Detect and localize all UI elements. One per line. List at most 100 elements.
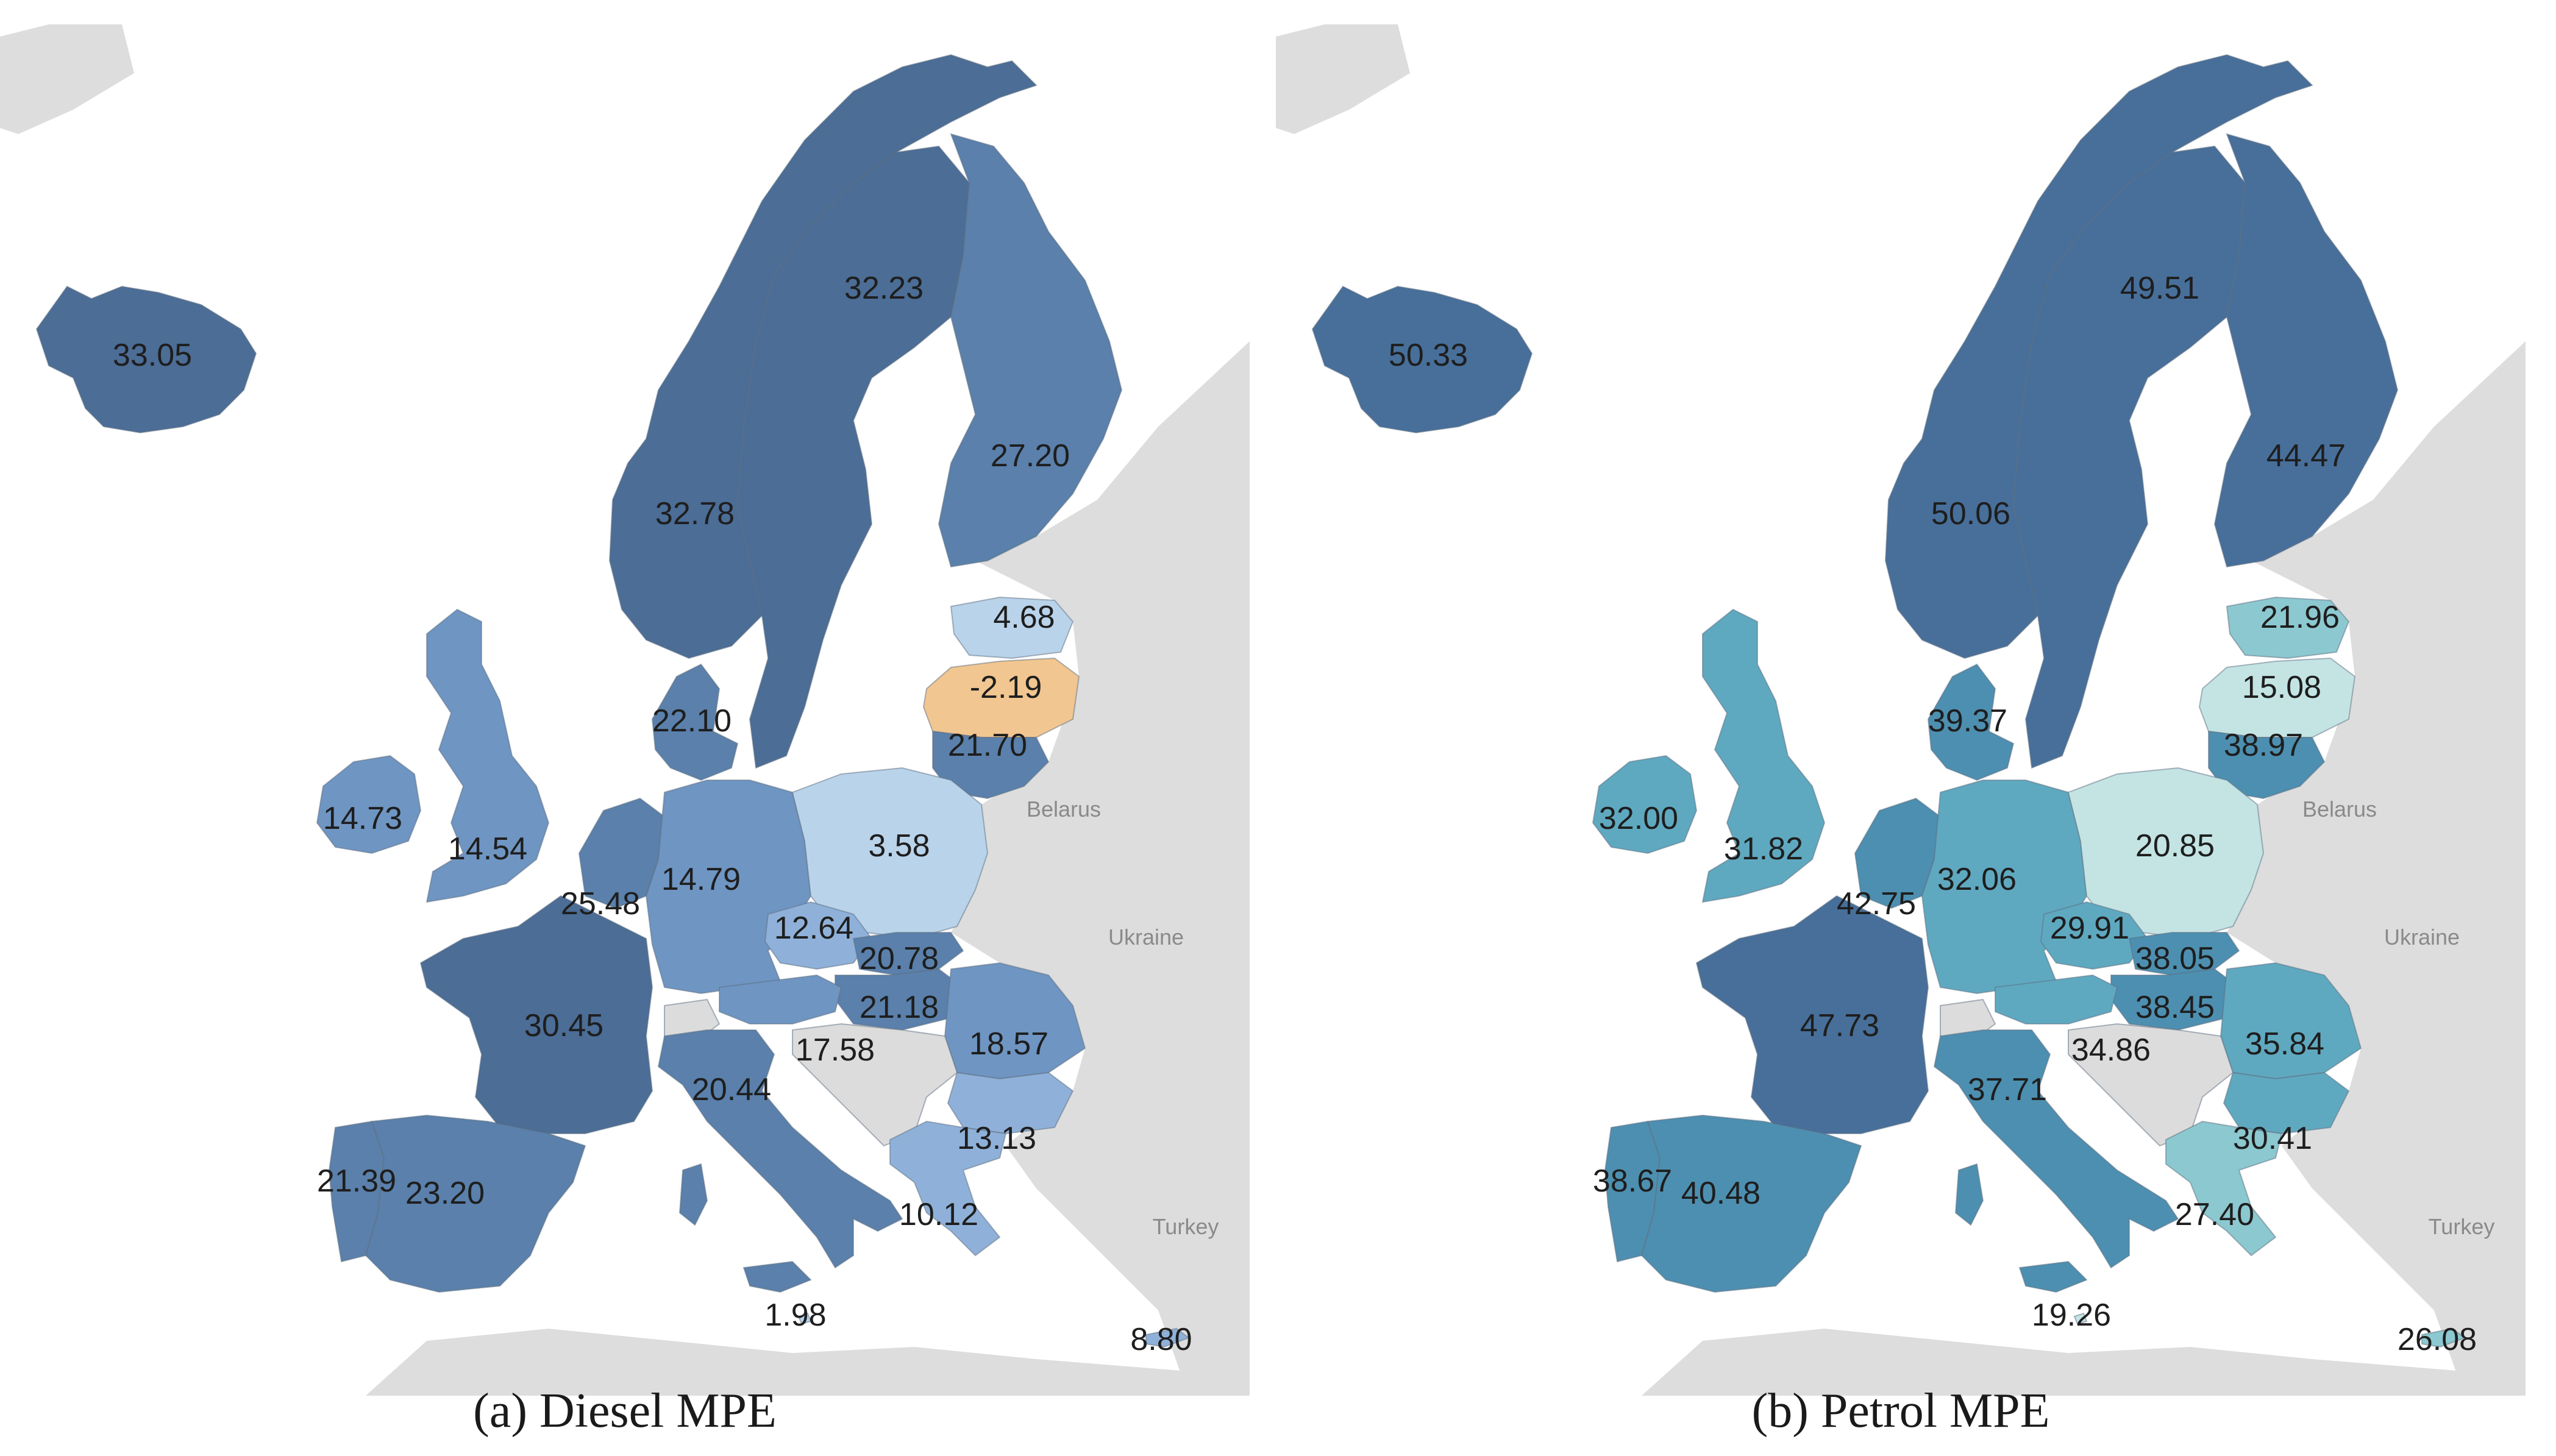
petrol-country-finland <box>2213 133 2399 568</box>
diesel-value-label-czechia: 12.64 <box>774 911 853 946</box>
diesel-country-austria <box>719 974 842 1025</box>
diesel-value-label-greece: 10.12 <box>899 1197 978 1232</box>
petrol-country-latvia <box>2198 657 2356 738</box>
petrol-value-label-norway: 50.06 <box>1931 496 2010 531</box>
diesel-country-finland <box>938 133 1123 568</box>
diesel-value-label-sweden: 32.23 <box>844 271 924 306</box>
petrol-mpe-panel: Belarus Ukraine Turkey 50.33 50.06 49.51 44.47… <box>1276 0 2526 1456</box>
petrol-value-label-portugal: 38.67 <box>1593 1163 1672 1199</box>
diesel-background-land <box>0 24 134 134</box>
petrol-country-poland <box>2067 767 2265 940</box>
petrol-country-ireland <box>1592 755 1698 854</box>
diesel-value-label-italy: 20.44 <box>692 1072 771 1107</box>
petrol-value-label-estonia: 21.96 <box>2260 600 2340 635</box>
diesel-country-spain <box>365 1114 586 1293</box>
diesel-country-slovakia <box>852 932 964 976</box>
petrol-country-lithuania <box>2208 730 2326 800</box>
diesel-value-label-malta: 1.98 <box>764 1298 826 1333</box>
petrol-value-label-czechia: 29.91 <box>2050 911 2129 946</box>
diesel-value-label-lithuania: 21.70 <box>948 728 1027 763</box>
petrol-value-label-denmark: 39.37 <box>1928 703 2007 739</box>
diesel-country-iceland <box>35 285 257 434</box>
diesel-country-sweden <box>736 145 970 769</box>
petrol-country-cyprus <box>2421 1327 2466 1348</box>
petrol-country-balkans <box>2068 1023 2234 1147</box>
petrol-country-iceland <box>1311 285 1533 434</box>
petrol-background-land <box>1642 1329 2526 1396</box>
petrol-value-label-netherlands: 42.75 <box>1837 886 1916 922</box>
petrol-country-slovakia <box>2128 932 2240 976</box>
diesel-geo-label-ukraine: Ukraine <box>1108 925 1184 950</box>
diesel-country-latvia <box>922 657 1080 738</box>
petrol-value-label-uk: 31.82 <box>1724 831 1803 867</box>
diesel-country-greece <box>889 1120 1007 1257</box>
petrol-mpe-caption: (b) Petrol MPE <box>1751 1384 2050 1438</box>
petrol-value-label-finland: 44.47 <box>2266 438 2346 474</box>
diesel-value-label-poland: 3.58 <box>868 828 930 864</box>
petrol-country-italy <box>1933 1029 2179 1269</box>
petrol-value-label-latvia: 15.08 <box>2242 670 2321 705</box>
diesel-value-label-denmark: 22.10 <box>652 703 732 739</box>
petrol-value-label-hungary: 38.45 <box>2135 990 2215 1025</box>
diesel-value-label-cyprus: 8.80 <box>1130 1322 1192 1357</box>
petrol-geo-label-belarus: Belarus <box>2302 797 2377 822</box>
petrol-country-bulgaria <box>2223 1071 2350 1135</box>
diesel-value-label-finland: 27.20 <box>991 438 1070 474</box>
diesel-geo-label-turkey: Turkey <box>1153 1214 1219 1239</box>
diesel-value-label-ireland: 14.73 <box>323 801 402 836</box>
diesel-geo-label-belarus: Belarus <box>1027 797 1101 822</box>
petrol-country-czechia <box>2040 901 2149 970</box>
petrol-background-land <box>1276 24 1410 134</box>
petrol-value-label-slovakia: 38.05 <box>2135 941 2215 976</box>
petrol-value-label-bulgaria: 30.41 <box>2233 1121 2312 1156</box>
petrol-country-austria <box>1995 974 2118 1025</box>
petrol-country-sicily <box>2018 1260 2088 1293</box>
petrol-background-land <box>2410 1121 2526 1255</box>
diesel-country-uk <box>425 608 550 903</box>
petrol-value-label-germany: 32.06 <box>1937 862 2017 897</box>
diesel-value-label-iceland: 33.05 <box>113 338 192 373</box>
petrol-value-label-poland: 20.85 <box>2135 828 2215 864</box>
diesel-value-label-estonia: 4.68 <box>993 600 1055 635</box>
petrol-value-label-spain: 40.48 <box>1681 1176 1760 1211</box>
diesel-country-cyprus <box>1145 1327 1191 1348</box>
petrol-value-label-greece: 27.40 <box>2175 1197 2254 1232</box>
diesel-background-land <box>1134 1121 1250 1255</box>
petrol-value-label-italy: 37.71 <box>1968 1072 2047 1107</box>
petrol-value-label-lithuania: 38.97 <box>2224 728 2303 763</box>
panel-divider <box>1253 0 1274 1396</box>
diesel-value-label-latvia: -2.19 <box>970 670 1042 705</box>
petrol-value-label-sweden: 49.51 <box>2120 271 2199 306</box>
petrol-geo-label-turkey: Turkey <box>2429 1214 2495 1239</box>
diesel-country-sicily <box>742 1260 812 1293</box>
diesel-country-malta <box>797 1312 812 1325</box>
diesel-value-label-france: 30.45 <box>524 1008 603 1043</box>
petrol-country-sardinia <box>1954 1163 1984 1226</box>
diesel-country-estonia <box>950 596 1074 659</box>
petrol-country-france <box>1695 895 1929 1134</box>
diesel-country-poland <box>791 767 989 940</box>
diesel-country-sardinia <box>678 1163 708 1226</box>
petrol-country-greece <box>2165 1120 2283 1257</box>
diesel-mpe-caption: (a) Diesel MPE <box>473 1384 777 1438</box>
petrol-value-label-ireland: 32.00 <box>1599 801 1678 836</box>
petrol-country-sweden <box>2012 145 2246 769</box>
petrol-country-denmark <box>1927 663 2015 781</box>
diesel-country-balkans <box>792 1023 958 1147</box>
diesel-value-label-austria: 17.58 <box>796 1032 875 1068</box>
petrol-geo-label-ukraine: Ukraine <box>2384 925 2460 950</box>
petrol-background-land <box>2227 341 2526 1396</box>
petrol-value-label-austria: 34.86 <box>2071 1032 2151 1068</box>
diesel-country-france <box>419 895 653 1134</box>
petrol-country-spain <box>1640 1114 1862 1293</box>
diesel-country-czechia <box>764 901 873 970</box>
diesel-country-italy <box>657 1029 903 1269</box>
petrol-value-label-france: 47.73 <box>1800 1008 1879 1043</box>
diesel-value-label-slovakia: 20.78 <box>860 941 939 976</box>
diesel-value-label-spain: 23.20 <box>405 1176 485 1211</box>
diesel-background-land <box>951 341 1250 1396</box>
diesel-mpe-map: Belarus Ukraine Turkey 33.05 32.78 32.23 27.20… <box>0 0 1250 1396</box>
diesel-country-ireland <box>316 755 422 854</box>
diesel-value-label-uk: 14.54 <box>448 831 527 867</box>
petrol-country-norway <box>1884 54 2313 659</box>
